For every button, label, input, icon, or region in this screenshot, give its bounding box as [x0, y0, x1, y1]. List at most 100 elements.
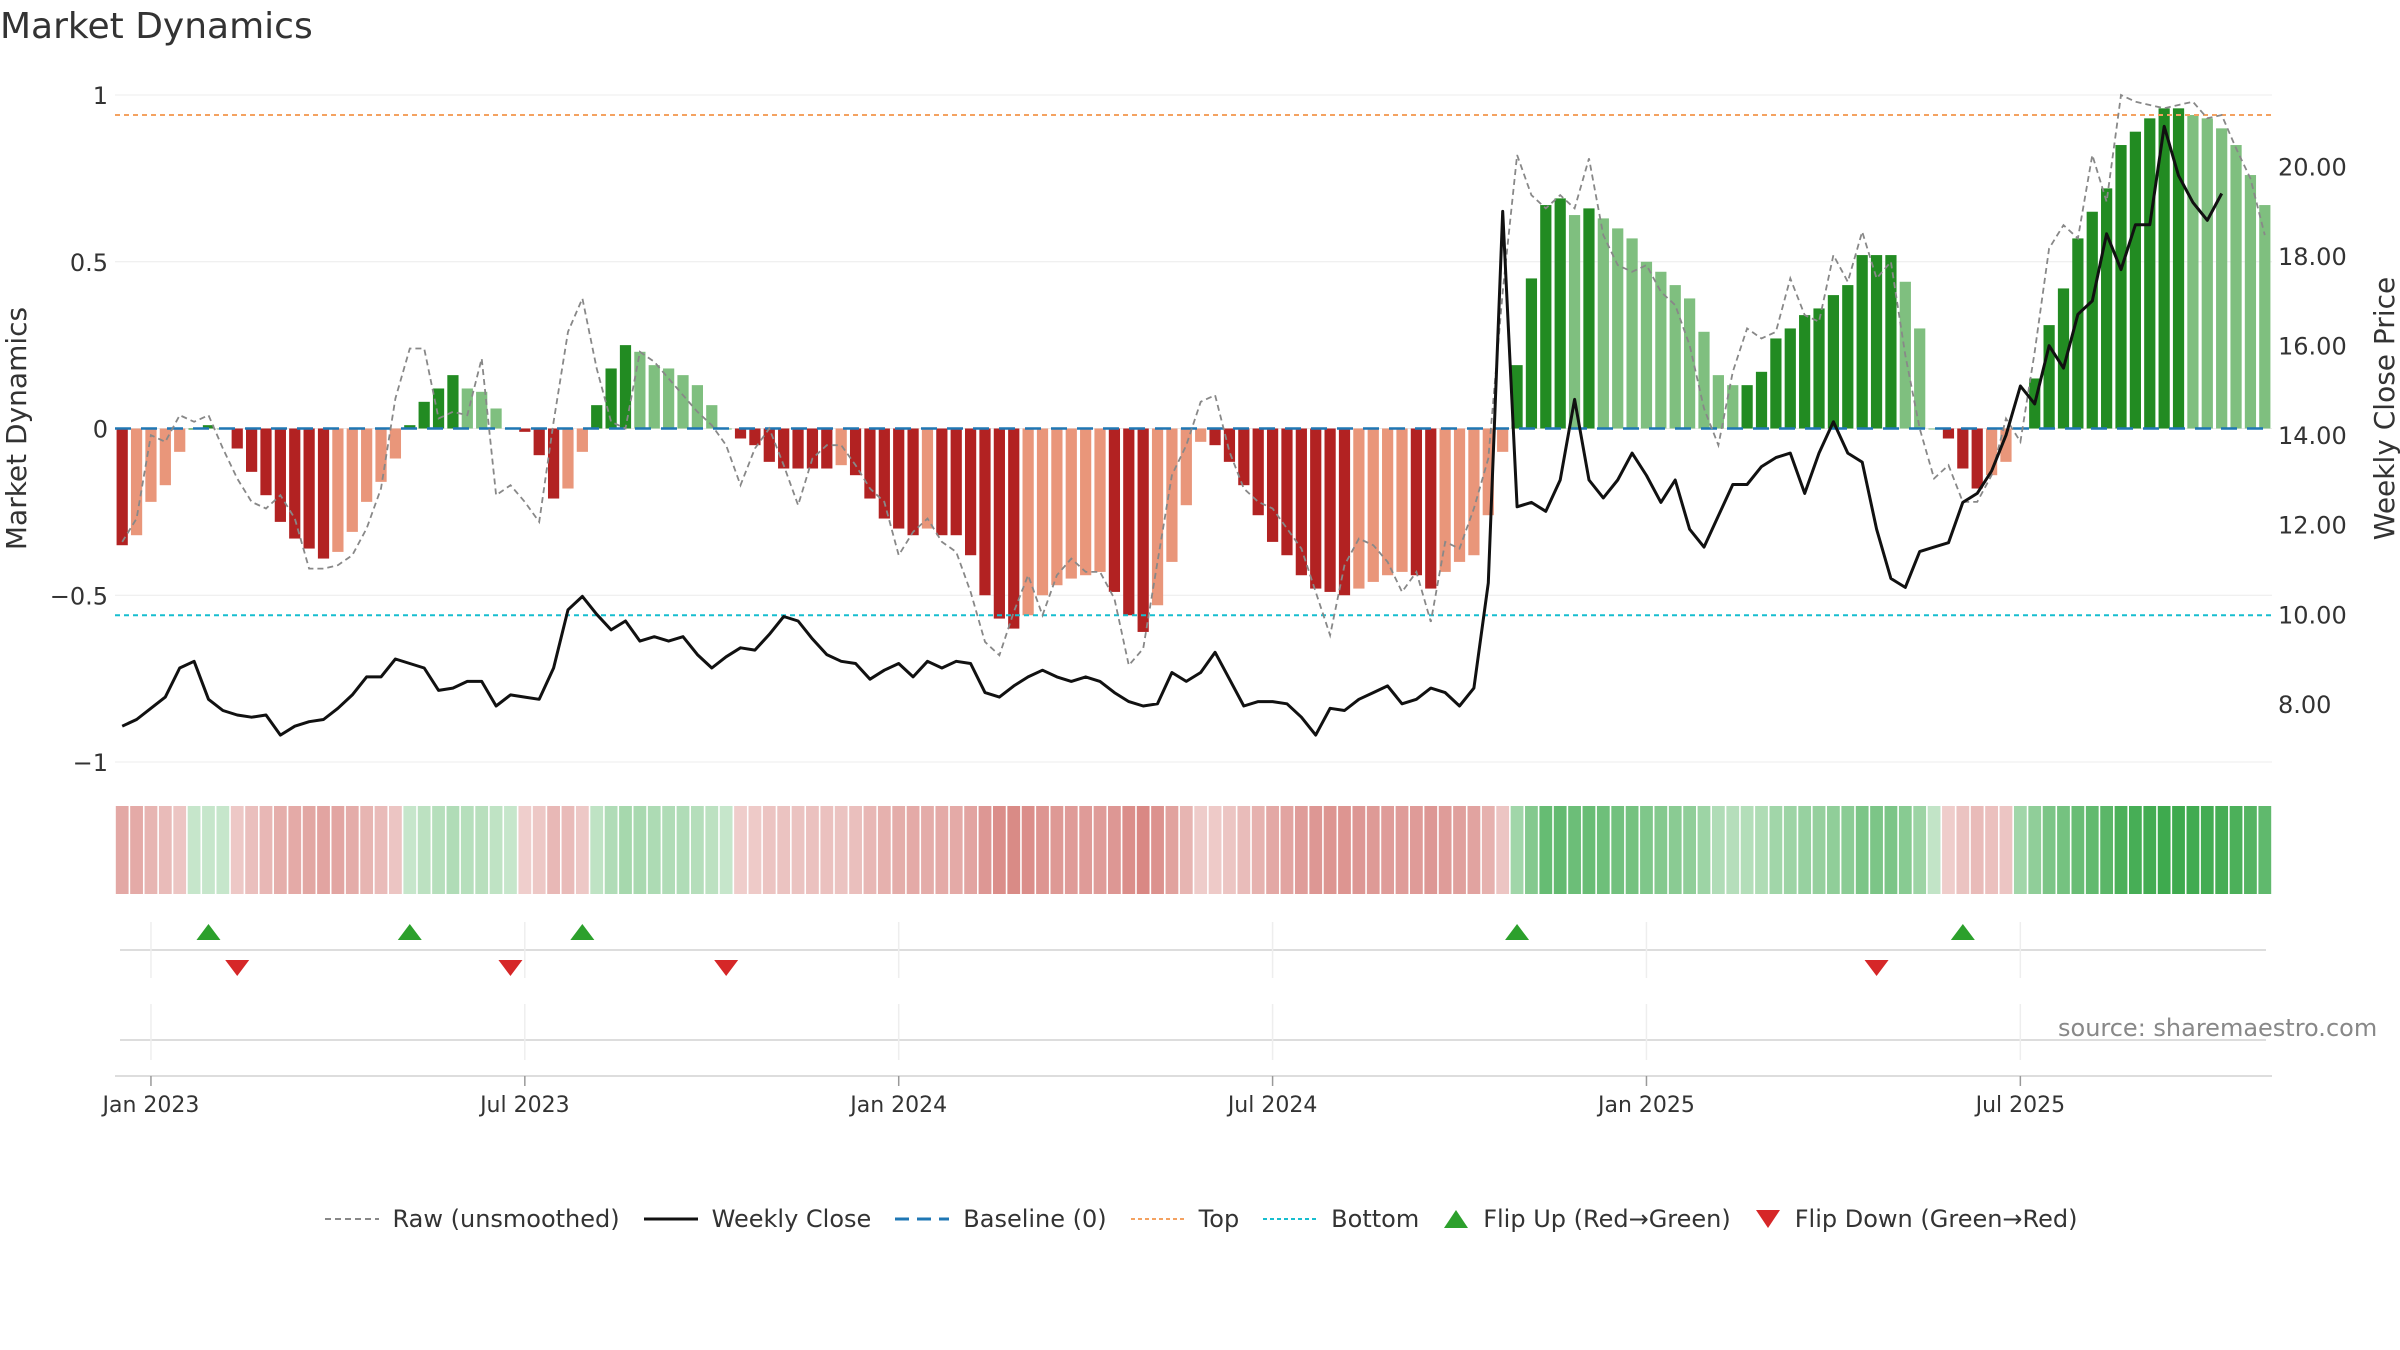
- bar: [1813, 308, 1825, 429]
- strength-strip: [115, 806, 2272, 894]
- legend-label-raw: Raw (unsmoothed): [392, 1205, 620, 1233]
- strip-cell: [691, 806, 704, 894]
- strip-cell: [662, 806, 676, 894]
- y2-tick-label: 10.00: [2278, 601, 2347, 629]
- dotted-orange-line-icon: [1130, 1218, 1185, 1220]
- legend-label-baseline: Baseline (0): [963, 1205, 1107, 1233]
- strip-cell: [417, 806, 431, 894]
- bar: [1238, 428, 1250, 486]
- strip-cell: [1122, 806, 1136, 894]
- bar: [1195, 428, 1207, 442]
- strip-cell: [1352, 806, 1366, 894]
- source-text: source: sharemaestro.com: [2058, 1014, 2378, 1042]
- bar: [2115, 145, 2127, 429]
- bar: [1784, 328, 1796, 429]
- bar: [1698, 331, 1710, 429]
- strip-cell: [187, 806, 201, 894]
- x-tick-label: Jul 2023: [478, 1093, 570, 1118]
- strip-cell: [1927, 806, 1941, 894]
- x-tick-label: Jan 2024: [848, 1093, 947, 1118]
- bar: [404, 425, 416, 429]
- bar: [1655, 271, 1667, 429]
- strip-cell: [892, 806, 906, 894]
- legend-item-raw: Raw (unsmoothed): [323, 1205, 620, 1233]
- strip-cell: [130, 806, 143, 894]
- bar: [1727, 385, 1739, 429]
- strip-cell: [748, 806, 762, 894]
- strip-cell: [2244, 806, 2257, 894]
- strip-cell: [1985, 806, 1998, 894]
- strip-cell: [992, 806, 1006, 894]
- bar: [835, 428, 847, 466]
- bar: [1209, 428, 1221, 446]
- legend-item-close: Weekly Close: [642, 1205, 871, 1233]
- bar: [1669, 285, 1681, 429]
- strip-cell: [590, 806, 604, 894]
- bar: [706, 405, 718, 429]
- bar: [1612, 228, 1624, 429]
- bar: [1266, 428, 1279, 542]
- bar: [447, 375, 459, 429]
- strip-cell: [1481, 806, 1495, 894]
- bar: [950, 428, 962, 536]
- strip-cell: [2200, 806, 2214, 894]
- bar: [965, 428, 977, 556]
- strip-cell: [403, 806, 417, 894]
- strip-cell: [1553, 806, 1567, 894]
- bar: [1065, 428, 1077, 579]
- legend-label-bottom: Bottom: [1331, 1205, 1420, 1233]
- x-tick-label: Jan 2025: [1596, 1093, 1695, 1118]
- strip-cell: [777, 806, 791, 894]
- strip-cell: [273, 806, 287, 894]
- bar: [260, 428, 272, 496]
- strip-cell: [1525, 806, 1538, 894]
- x-tick-label: Jan 2023: [100, 1093, 199, 1118]
- triangle-down-icon: [1755, 1210, 1780, 1228]
- strip-cell: [1841, 806, 1855, 894]
- strip-cell: [849, 806, 862, 894]
- bar: [2043, 325, 2055, 429]
- strip-cell: [475, 806, 489, 894]
- strip-cell: [921, 806, 934, 894]
- market-dynamics-chart: 1 0.5 0 −0.5 −1 8.00 10.00 12.00 14.00 16.00 18.00…: [0, 82, 2400, 1118]
- strip-cell: [489, 806, 503, 894]
- bar: [202, 425, 215, 429]
- bar: [1080, 428, 1092, 576]
- strip-cell: [1395, 806, 1409, 894]
- bar: [159, 428, 171, 486]
- bar: [1338, 428, 1351, 596]
- strip-cell: [1223, 806, 1236, 894]
- strip-cell: [202, 806, 215, 894]
- strip-cell: [2114, 806, 2128, 894]
- strip-cell: [2100, 806, 2114, 894]
- y2-tick-label: 12.00: [2278, 512, 2347, 540]
- x-tick-label: Jul 2024: [1226, 1093, 1318, 1118]
- bar: [1453, 428, 1466, 562]
- strip-cell: [964, 806, 977, 894]
- strip-cell: [2085, 806, 2099, 894]
- strip-cell: [834, 806, 848, 894]
- strip-cell: [877, 806, 891, 894]
- strip-cell: [2229, 806, 2243, 894]
- bar: [1856, 255, 1868, 429]
- bar: [289, 428, 301, 539]
- strip-cell: [619, 806, 632, 894]
- strip-cell: [2172, 806, 2185, 894]
- strip-cell: [575, 806, 589, 894]
- strip-cell: [806, 806, 819, 894]
- bar: [418, 401, 430, 429]
- bar: [1985, 428, 1998, 476]
- bar: [1540, 205, 1552, 429]
- bar: [533, 428, 545, 456]
- strip-cell: [719, 806, 733, 894]
- bar: [1439, 428, 1451, 572]
- bar: [691, 385, 703, 429]
- bar: [1583, 208, 1595, 429]
- strip-cell: [1683, 806, 1696, 894]
- strip-cell: [1827, 806, 1840, 894]
- bar: [231, 428, 243, 449]
- strip-cell: [2042, 806, 2056, 894]
- strip-cell: [1956, 806, 1970, 894]
- bar: [878, 428, 890, 519]
- strip-cell: [1769, 806, 1783, 894]
